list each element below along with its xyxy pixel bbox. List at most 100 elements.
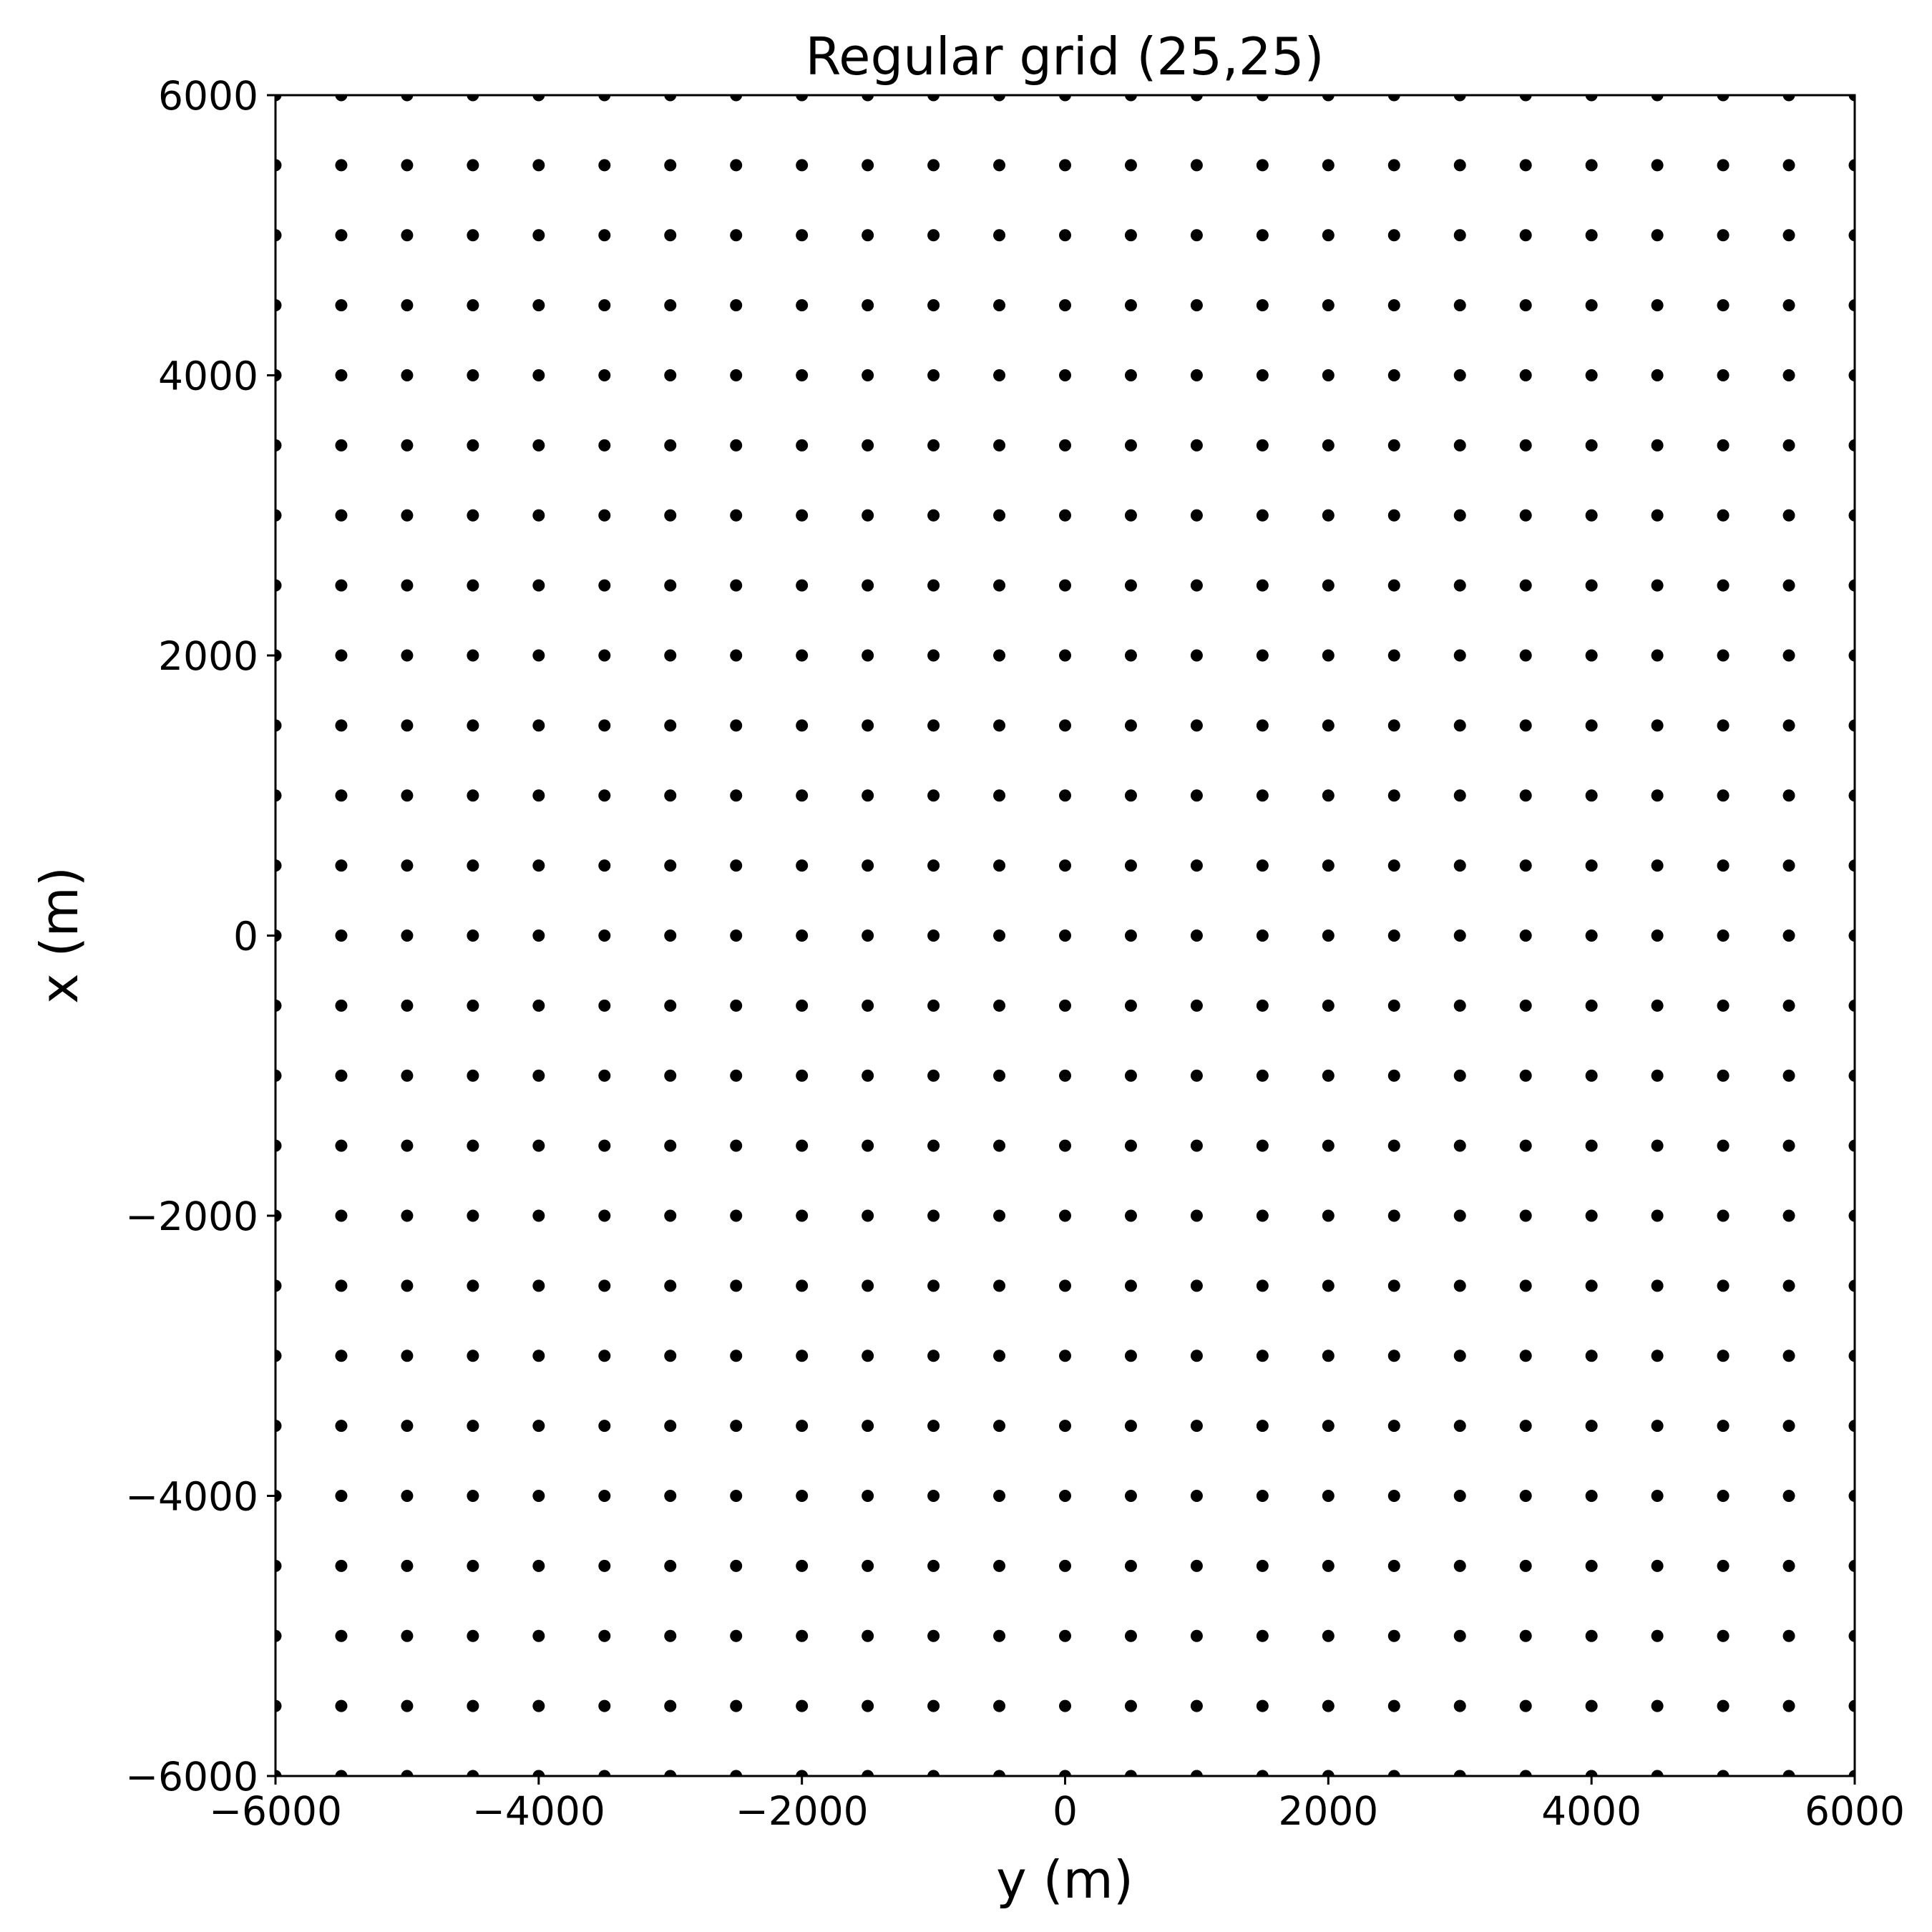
x-tick-label: 6000 <box>1805 1788 1905 1834</box>
grid-point <box>993 1420 1006 1433</box>
grid-point <box>467 1490 479 1502</box>
grid-point <box>796 719 809 732</box>
grid-point <box>467 369 479 381</box>
grid-point <box>730 1139 743 1152</box>
grid-point <box>1717 930 1729 942</box>
grid-point <box>796 789 809 802</box>
grid-point <box>730 369 743 381</box>
x-tick-label: −2000 <box>736 1788 869 1834</box>
grid-point <box>275 649 282 662</box>
grid-point <box>664 159 677 172</box>
grid-point <box>1124 930 1137 942</box>
grid-point <box>927 1139 940 1152</box>
grid-point <box>1453 999 1466 1012</box>
grid-point <box>532 439 545 452</box>
grid-point <box>1124 789 1137 802</box>
grid-point <box>1059 1770 1071 1776</box>
grid-point <box>335 369 348 381</box>
grid-point <box>401 999 414 1012</box>
grid-point <box>467 159 479 172</box>
grid-point <box>1190 789 1203 802</box>
grid-point <box>1124 1139 1137 1152</box>
grid-point <box>1124 1209 1137 1222</box>
grid-point <box>664 439 677 452</box>
grid-point <box>1124 649 1137 662</box>
grid-point <box>862 579 874 592</box>
grid-point <box>532 1770 545 1776</box>
grid-point <box>401 1420 414 1433</box>
grid-point <box>1651 1350 1664 1362</box>
grid-point <box>730 299 743 312</box>
grid-point <box>1651 299 1664 312</box>
grid-point <box>1585 930 1598 942</box>
grid-point <box>1322 509 1335 522</box>
grid-point <box>730 1069 743 1082</box>
grid-point <box>1782 999 1795 1012</box>
grid-point <box>927 1279 940 1292</box>
grid-point <box>1585 1770 1598 1776</box>
grid-point <box>598 369 611 381</box>
grid-point <box>532 789 545 802</box>
grid-point <box>275 1490 282 1502</box>
x-tick-label: −4000 <box>472 1788 605 1834</box>
grid-point <box>862 1699 874 1712</box>
grid-point <box>1585 509 1598 522</box>
grid-point <box>1585 369 1598 381</box>
grid-point <box>532 1699 545 1712</box>
grid-point <box>1782 1699 1795 1712</box>
grid-point <box>1651 1770 1664 1776</box>
grid-point <box>275 1069 282 1082</box>
grid-point <box>796 95 809 102</box>
grid-point <box>1651 859 1664 872</box>
grid-point <box>1322 1350 1335 1362</box>
grid-point <box>598 1209 611 1222</box>
grid-point <box>1453 509 1466 522</box>
grid-point <box>275 1420 282 1433</box>
grid-point <box>1124 1629 1137 1642</box>
grid-point <box>275 1350 282 1362</box>
y-axis-label: x (m) <box>29 867 89 1004</box>
grid-point <box>1848 859 1855 872</box>
grid-point <box>1059 1209 1071 1222</box>
grid-point <box>927 1350 940 1362</box>
grid-point <box>532 509 545 522</box>
grid-point <box>1190 299 1203 312</box>
grid-point <box>1387 1279 1400 1292</box>
grid-point <box>1256 859 1269 872</box>
grid-point <box>1256 930 1269 942</box>
grid-point <box>275 439 282 452</box>
grid-point <box>1256 1139 1269 1152</box>
grid-point <box>1651 579 1664 592</box>
grid-point <box>275 509 282 522</box>
grid-point <box>1519 299 1532 312</box>
grid-point <box>1387 95 1400 102</box>
grid-point <box>532 1490 545 1502</box>
grid-point <box>1717 1209 1729 1222</box>
grid-point <box>1387 369 1400 381</box>
grid-point <box>1782 1139 1795 1152</box>
grid-point <box>1651 999 1664 1012</box>
grid-point <box>1782 1420 1795 1433</box>
grid-point <box>1453 439 1466 452</box>
grid-point <box>927 229 940 242</box>
grid-point <box>1848 930 1855 942</box>
grid-point <box>1322 719 1335 732</box>
grid-point <box>1848 1069 1855 1082</box>
grid-point <box>401 95 414 102</box>
grid-point <box>1651 649 1664 662</box>
grid-point <box>1717 859 1729 872</box>
grid-point <box>598 439 611 452</box>
grid-point <box>335 1699 348 1712</box>
grid-point <box>1717 1629 1729 1642</box>
grid-point <box>993 1350 1006 1362</box>
grid-point <box>1453 159 1466 172</box>
grid-point <box>1190 1139 1203 1152</box>
grid-point <box>1124 95 1137 102</box>
grid-point <box>927 719 940 732</box>
grid-point <box>1453 1559 1466 1572</box>
grid-point <box>532 1069 545 1082</box>
grid-point <box>1059 1490 1071 1502</box>
grid-point <box>1387 1629 1400 1642</box>
grid-point <box>1453 649 1466 662</box>
grid-point <box>1387 1699 1400 1712</box>
